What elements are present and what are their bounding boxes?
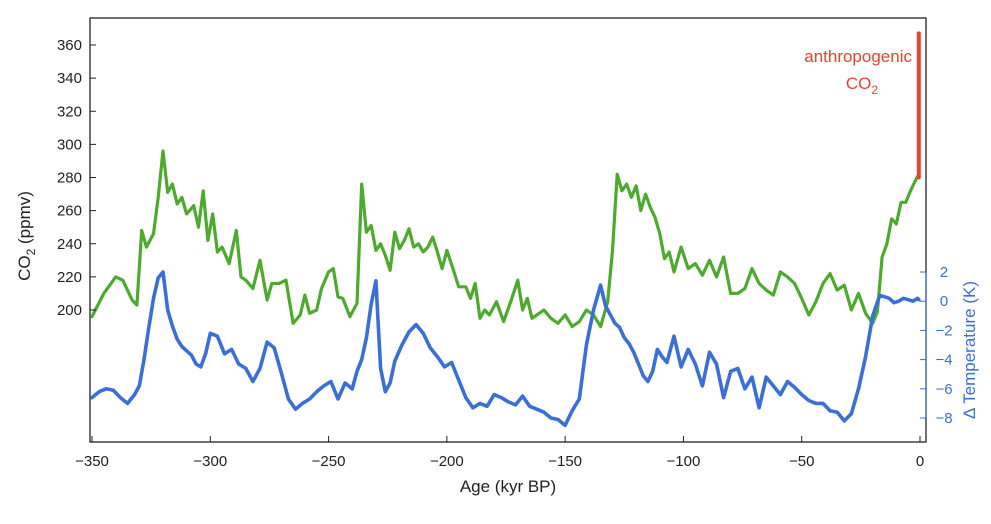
y2-tick-label: 0 xyxy=(940,293,948,310)
y2-tick-label: −4 xyxy=(935,352,952,369)
x-axis-title: Age (kyr BP) xyxy=(460,477,556,496)
y-tick-label: 260 xyxy=(57,203,82,220)
annotation-sub: 2 xyxy=(871,83,878,97)
annotation-line1: anthropogenic xyxy=(804,47,912,66)
annotation-line2: CO2 xyxy=(846,74,879,97)
x-axis-ticks: −350 −300 −250 −200 −150 −100 −50 0 xyxy=(75,436,924,470)
co2-series-line xyxy=(90,149,921,329)
x-tick-label: 0 xyxy=(916,453,924,470)
x-tick-label: −200 xyxy=(430,453,464,470)
y-axis-title-main: CO xyxy=(15,255,34,281)
y-tick-label: 360 xyxy=(57,37,82,54)
y2-tick-label: −2 xyxy=(935,322,952,339)
y2-axis-title-group: Δ Temperature (K) xyxy=(960,281,979,419)
y-tick-label: 340 xyxy=(57,70,82,87)
y2-axis-title: Δ Temperature (K) xyxy=(960,281,979,419)
temperature-series-line xyxy=(90,270,921,428)
plot-frame xyxy=(89,17,927,443)
y-axis-title: CO2 (ppmv) xyxy=(15,191,38,281)
x-tick-label: −100 xyxy=(667,453,701,470)
x-tick-label: −350 xyxy=(75,453,109,470)
svg-text:CO2 (ppmv): CO2 (ppmv) xyxy=(15,191,38,281)
annotation-co: CO xyxy=(846,74,872,93)
y2-tick-label: −8 xyxy=(935,410,952,427)
x-tick-label: −250 xyxy=(312,453,346,470)
y-tick-label: 320 xyxy=(57,103,82,120)
y-axis-ticks: 200 220 240 260 280 300 320 340 360 xyxy=(57,37,96,319)
y-tick-label: 280 xyxy=(57,170,82,187)
y-tick-label: 200 xyxy=(57,302,82,319)
x-tick-label: −300 xyxy=(193,453,227,470)
x-tick-label: −150 xyxy=(548,453,582,470)
y-tick-label: 240 xyxy=(57,236,82,253)
x-tick-label: −50 xyxy=(789,453,814,470)
y2-axis-ticks: 2 0 −2 −4 −6 −8 xyxy=(920,264,953,427)
y2-tick-label: −6 xyxy=(935,381,952,398)
y-axis-title-tail: (ppmv) xyxy=(15,191,34,249)
y-tick-label: 220 xyxy=(57,269,82,286)
series-layer xyxy=(90,31,921,428)
y-axis-title-sub: 2 xyxy=(24,248,38,255)
y2-tick-label: 2 xyxy=(940,264,948,281)
y-tick-label: 300 xyxy=(57,136,82,153)
